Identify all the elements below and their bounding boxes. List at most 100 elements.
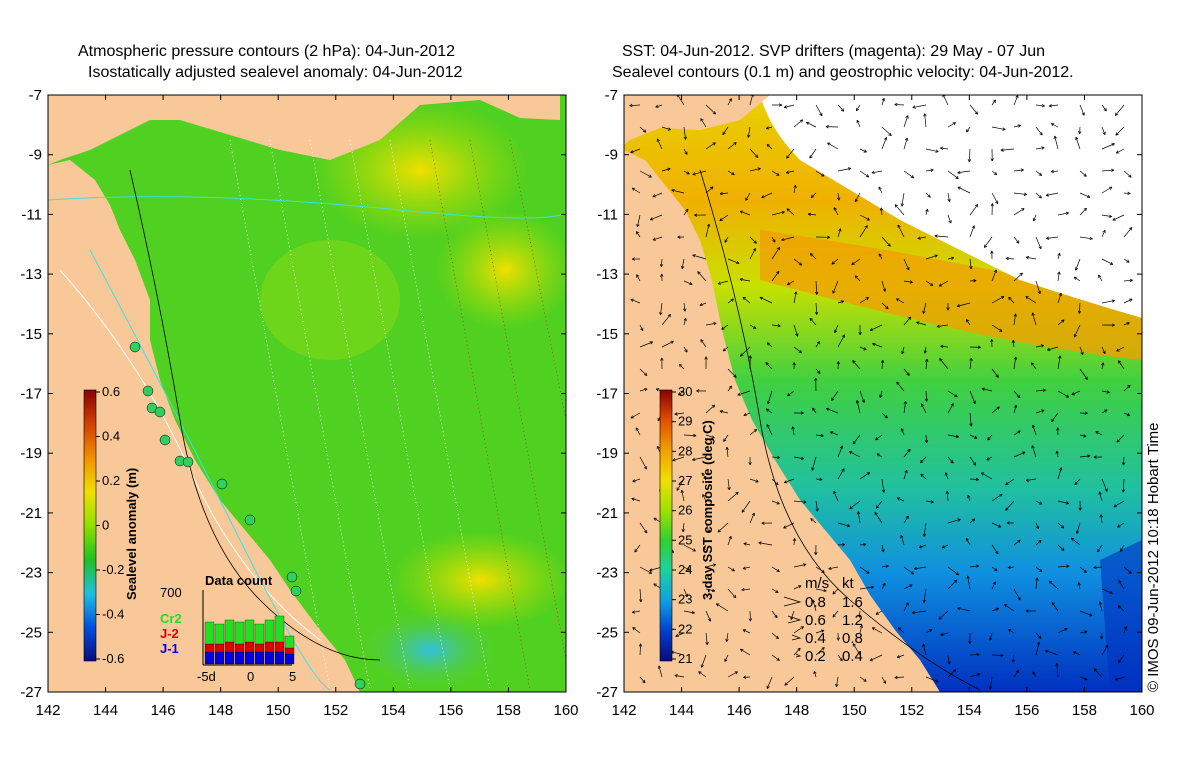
- left-contour: [89, 249, 331, 691]
- right-lon-tick: 152: [899, 702, 924, 719]
- left-lon-tick: 144: [93, 702, 118, 719]
- data-count-bar: [284, 653, 295, 665]
- right-lon-tick: 156: [1014, 702, 1039, 719]
- left-lat-tick: -11: [21, 206, 42, 223]
- right-colorbar-tick-label: 23: [678, 592, 692, 607]
- left-colorbar-tick-label: -0.2: [102, 562, 124, 577]
- axis-ticks: 142 144 146 148 150 152 154 156 158 160 -7 -9 -11 -13…: [20, 87, 1154, 719]
- velocity-arrows: [629, 95, 1133, 690]
- left-low-anomaly: [360, 610, 500, 690]
- data-count-bar: [254, 623, 265, 645]
- right-lat-tick: -21: [596, 505, 618, 522]
- right-colorbar-tick-label: 24: [678, 562, 692, 577]
- right-lon-tick: 160: [1129, 702, 1154, 719]
- left-colorbar-tick-label: -0.6: [102, 651, 124, 666]
- left-track-points: [129, 341, 366, 690]
- data-count-bar: [244, 651, 255, 665]
- left-lon-tick: 158: [496, 702, 521, 719]
- velocity-legend-arrow: [787, 615, 802, 624]
- left-lon-tick: 154: [381, 702, 406, 719]
- left-colorbar: Sealevel anomaly (m) 0.6 0.4 0.2 0 -0.2 -0.4 -…: [83, 384, 139, 666]
- right-lon-tick: 146: [727, 702, 752, 719]
- left-map: [48, 95, 566, 692]
- right-lat-tick: -27: [596, 684, 618, 701]
- legend-j2: J-2: [160, 626, 179, 641]
- right-colorbar-tick-label: 30: [678, 384, 692, 399]
- right-colorbar-tick-label: 25: [678, 532, 692, 547]
- data-count-bar: [224, 641, 235, 653]
- data-count-bar: [224, 619, 235, 643]
- data-count-xtick: 0: [247, 669, 254, 684]
- right-colorbar-tick-label: 28: [678, 443, 692, 458]
- right-cool-patch: [1100, 540, 1142, 692]
- data-count-bar: [214, 643, 225, 653]
- left-shelf-contour: [129, 169, 381, 661]
- right-shelf-contour: [699, 169, 981, 691]
- left-lon-tick: 152: [323, 702, 348, 719]
- right-lat-tick: -9: [605, 147, 618, 164]
- left-colorbar-tick-label: 0.4: [102, 429, 120, 444]
- right-lon-tick: 148: [784, 702, 809, 719]
- right-lat-tick: -19: [596, 445, 618, 462]
- data-count-ymax: 700: [160, 585, 182, 600]
- left-lon-tick: 150: [266, 702, 291, 719]
- right-title-line1: SST: 04-Jun-2012. SVP drifters (magenta)…: [622, 43, 1046, 60]
- right-cloud-region: [760, 95, 1142, 318]
- left-lon-tick: 146: [151, 702, 176, 719]
- right-lon-tick: 150: [842, 702, 867, 719]
- velocity-legend-ms: 0.6: [805, 612, 826, 629]
- velocity-legend-ms: 0.2: [805, 648, 826, 665]
- left-lat-tick: -15: [20, 326, 42, 343]
- velocity-legend-kt: 1.2: [842, 612, 863, 629]
- data-count-bar: [214, 651, 225, 665]
- left-lat-tick: -19: [20, 445, 42, 462]
- left-png-land: [48, 95, 560, 165]
- right-colorbar-label: 3-day SST composite (deg C): [700, 420, 715, 600]
- left-lat-tick: -7: [29, 87, 42, 104]
- right-lon-tick: 142: [611, 702, 636, 719]
- velocity-legend: m/s kt 0.8 1.60.6 1.20.4 0.80.2 0.4: [783, 575, 863, 665]
- right-lat-tick: -17: [596, 386, 618, 403]
- left-colorbar-bar: [83, 389, 97, 662]
- right-title-line2: Sealevel contours (0.1 m) and geostrophi…: [612, 64, 1074, 81]
- data-count-bar: [274, 651, 285, 665]
- left-lat-tick: -27: [20, 684, 42, 701]
- velocity-legend-arrow: [783, 596, 802, 607]
- data-count-bar: [204, 643, 215, 653]
- velocity-legend-ms: 0.4: [805, 630, 826, 647]
- right-australia-land: [624, 150, 940, 692]
- left-lat-tick: -25: [20, 624, 42, 641]
- velocity-legend-kt: 1.6: [842, 594, 863, 611]
- legend-cr2: Cr2: [160, 611, 182, 626]
- left-lon-tick: 160: [553, 702, 578, 719]
- left-pressure-contours: [429, 139, 566, 691]
- credit-text: © IMOS 09-Jun-2012 10:18 Hobart Time: [1145, 422, 1162, 692]
- left-lat-tick: -17: [20, 386, 42, 403]
- right-lat-tick: -23: [596, 565, 618, 582]
- left-contour: [48, 196, 566, 219]
- data-count-bar: [254, 643, 265, 653]
- left-lat-tick: -9: [29, 147, 42, 164]
- data-count-bar: [234, 621, 245, 645]
- velocity-legend-arrow: [791, 634, 802, 641]
- left-title-line1: Atmospheric pressure contours (2 hPa): 0…: [78, 43, 456, 60]
- velocity-legend-kt-header: kt: [842, 575, 855, 592]
- velocity-legend-kt: 0.4: [842, 648, 863, 665]
- left-lat-tick: -21: [20, 505, 42, 522]
- data-count-bar: [244, 641, 255, 653]
- left-lon-tick: 148: [208, 702, 233, 719]
- data-count-bar: [204, 651, 215, 665]
- left-mid-anomaly: [260, 240, 400, 360]
- right-lat-tick: -25: [596, 624, 618, 641]
- velocity-legend-ms-header: m/s: [805, 575, 829, 592]
- legend-j1: J-1: [160, 641, 179, 656]
- right-colorbar: 3-day SST composite (deg C) 30 29 28 27 26 25…: [659, 384, 715, 666]
- velocity-legend-ms: 0.8: [805, 594, 826, 611]
- data-count-xtick: 5: [289, 669, 296, 684]
- left-colorbar-tick-label: 0: [102, 518, 109, 533]
- right-lat-tick: -15: [596, 326, 618, 343]
- data-count-bar: [274, 615, 285, 643]
- right-colorbar-tick-label: 21: [678, 651, 692, 666]
- data-count-bar: [264, 641, 275, 653]
- data-count-bar: [284, 635, 295, 649]
